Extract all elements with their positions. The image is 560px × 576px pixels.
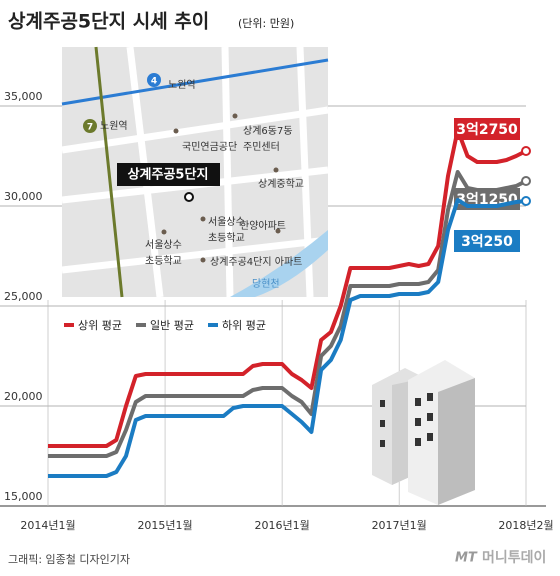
map-label: 당현천 [252,278,280,290]
map-label: 초등학교 [145,255,182,267]
y-tick-label: 30,000 [4,190,43,203]
map-label: 상계주공4단지 아파트 [210,256,302,268]
map-dot [273,167,279,173]
highlight-dot [184,192,194,202]
end-marker [521,176,531,186]
map-label: 서울상수 [208,216,245,228]
map-label: 서울상수 [145,239,182,251]
x-tick-label: 2014년1월 [20,519,75,532]
map-label: 한양아파트 [240,220,286,232]
map-dot [275,228,281,234]
x-tick-label: 2017년1월 [372,519,427,532]
series-line [48,170,527,458]
map-label: 노원역 [168,79,196,91]
legend-label: 일반 평균 [150,318,194,332]
legend-label: 상위 평균 [78,319,122,332]
map-dot [232,113,238,119]
x-tick-label: 2016년1월 [255,519,310,532]
x-tick-label: 2018년2월 [498,519,553,532]
y-tick-label: 25,000 [4,290,43,303]
map-label: 주민센터 [243,141,280,153]
end-marker [521,146,531,156]
highlight-label: 상계주공5단지 [128,167,209,183]
line-number: 7 [87,123,93,133]
logo: 머니투데이 [482,549,546,566]
map-label: 국민연금공단 [182,141,237,153]
value-label: 3억2750 [456,122,518,138]
subway-line-4 [61,58,329,106]
map-label: 상계중학교 [258,178,304,190]
stream [230,230,328,297]
line-badge [147,73,161,87]
end-marker [521,196,531,206]
series-line [48,128,527,448]
buildings [372,360,475,505]
y-tick-label: 15,000 [4,490,43,503]
y-tick-label: 20,000 [4,390,43,403]
logo-mark: MT [455,551,478,566]
value-label-box [454,230,520,252]
x-tick-label: 2015년1월 [137,519,192,532]
map-dot [200,216,206,222]
map-inset: 4 7 상계주공5단지 노원역노원역국민연금공단상계6동7동주민센터상계중학교서… [61,46,329,298]
map-label: 상계6동7동 [243,125,293,137]
legend-label: 하위 평균 [222,318,266,332]
series-line [48,198,527,478]
chart-title: 상계주공5단지 시세 추이 [8,11,209,33]
line-number: 4 [151,77,157,87]
highlight-box [117,163,220,186]
map-dot [173,128,179,134]
map-label: 노원역 [100,120,128,132]
value-label: 3억250 [461,234,513,250]
chart-subtitle: (단위: 만원) [238,17,294,30]
subway-line-7 [94,46,124,298]
credit: 그래픽: 임종철 디자인기자 [8,553,130,566]
value-label-box [454,118,520,140]
map-dot [161,229,167,235]
map-label: 초등학교 [208,232,245,244]
map-dot [200,257,206,263]
y-tick-label: 35,000 [4,90,43,103]
line-badge [83,119,97,133]
